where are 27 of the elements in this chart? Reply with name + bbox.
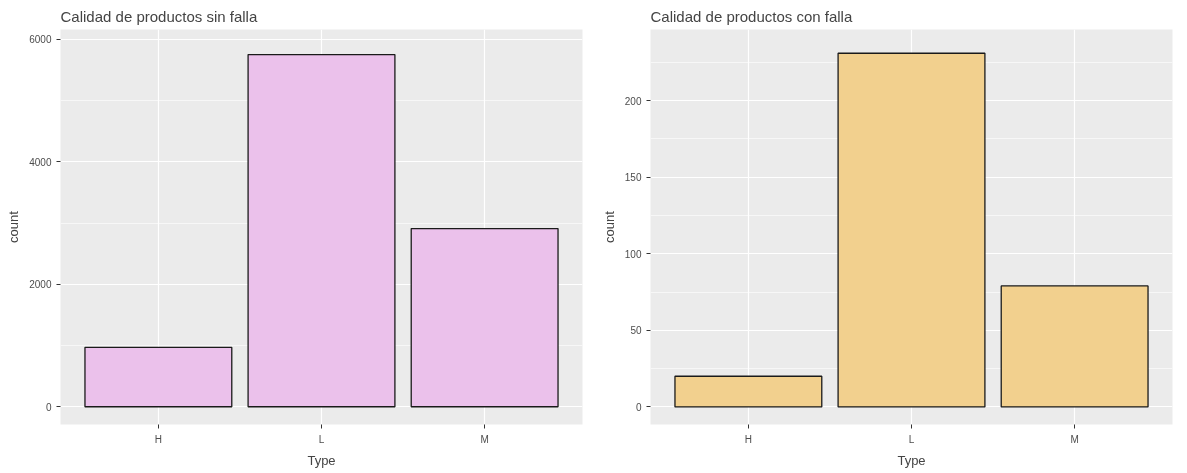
bar — [84, 346, 233, 408]
x-tick-label: H — [744, 433, 752, 445]
y-tick-label: 50 — [630, 325, 642, 337]
bar — [837, 52, 986, 408]
y-tick-label: 0 — [635, 401, 642, 413]
x-tick-label: M — [1070, 433, 1079, 445]
x-tick-label: M — [480, 433, 489, 445]
y-tick-label: 4000 — [29, 156, 52, 168]
x-tick-label: L — [318, 433, 325, 445]
y-tick-label: 2000 — [29, 279, 52, 291]
y-tick-label: 0 — [45, 401, 52, 413]
x-axis-title: Type — [897, 452, 926, 468]
bar — [410, 227, 559, 408]
bar — [674, 375, 823, 408]
y-tick-label: 150 — [624, 172, 642, 184]
bar — [247, 53, 396, 408]
x-axis-title: Type — [307, 452, 336, 468]
y-axis-title: count — [601, 210, 617, 243]
chart-title: Calidad de productos con falla — [650, 7, 853, 25]
y-tick-label: 100 — [624, 248, 642, 260]
y-axis-title: count — [6, 210, 22, 243]
y-tick-label: 6000 — [29, 34, 52, 46]
y-tick-label: 200 — [624, 95, 642, 107]
chart-title: Calidad de productos sin falla — [60, 7, 258, 25]
x-tick-label: L — [908, 433, 915, 445]
bar — [1000, 285, 1149, 408]
x-tick-label: H — [154, 433, 162, 445]
